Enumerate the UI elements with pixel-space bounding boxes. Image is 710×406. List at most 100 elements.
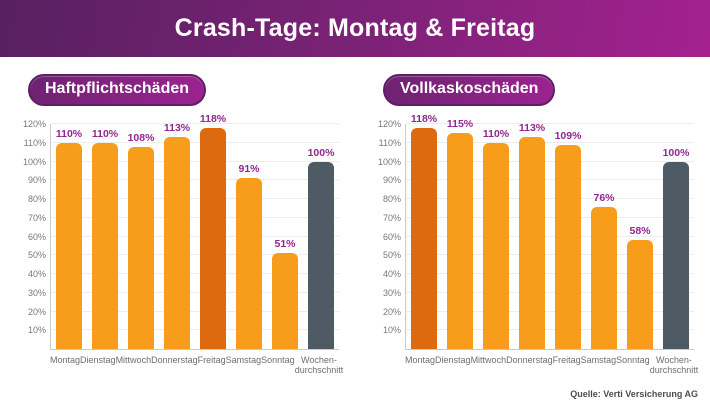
y-axis-tick-label: 40% xyxy=(382,269,401,279)
x-axis-tick-label: Montag xyxy=(405,355,436,365)
x-axis-tick-label: Freitag xyxy=(552,355,581,365)
plot-area: 10% 20% 30% 40% 50% 60% 70% 80% 90% 100% 110% 120% 1… xyxy=(378,113,694,350)
gridline xyxy=(51,123,339,124)
x-axis-tick-label: Samstag xyxy=(225,355,262,365)
bar-montag xyxy=(56,142,82,349)
gridline xyxy=(406,198,694,199)
bar-value-label: 51% xyxy=(274,238,296,251)
bar-samstag xyxy=(591,206,617,349)
bar-value-label: 110% xyxy=(55,127,83,140)
bar-slot: 115% xyxy=(442,118,478,349)
y-axis-tick-label: 120% xyxy=(22,119,46,129)
y-axis-tick-label: 10% xyxy=(382,325,401,336)
y-axis-tick-label: 50% xyxy=(27,250,46,261)
bar-wochendurchschnitt xyxy=(663,161,689,349)
gridline xyxy=(406,329,694,331)
x-axis-tick-label: Montag xyxy=(50,355,81,365)
gridline xyxy=(51,160,339,162)
x-axis-tick-label: Mittwoch xyxy=(115,355,152,365)
bar-slot: 110% xyxy=(51,124,87,349)
bar-slot: 113% xyxy=(514,122,550,349)
bar-slot: 109% xyxy=(550,124,586,349)
bar-slot: 118% xyxy=(195,113,231,349)
x-axis-tick-label: Dienstag xyxy=(435,355,471,365)
y-axis-tick-label: 20% xyxy=(27,306,46,317)
y-axis-tick-label: 120% xyxy=(377,119,401,129)
y-axis-tick-label: 100% xyxy=(377,156,401,167)
bar-slot: 110% xyxy=(87,124,123,349)
chart-title-badge-haftpflicht: Haftpflichtschäden xyxy=(28,74,207,106)
bar-dienstag xyxy=(92,142,118,349)
gridline xyxy=(51,254,339,256)
gridline xyxy=(51,291,339,293)
x-axis-tick-label: Dienstag xyxy=(80,355,116,365)
bar-mittwoch xyxy=(483,142,509,349)
x-axis-tick-label: Wochen- durchschnitt xyxy=(649,355,699,376)
y-axis-tick-label: 70% xyxy=(27,212,46,223)
x-axis-labels: Montag Dienstag Mittwoch Donnerstag Freitag S… xyxy=(405,355,698,376)
y-axis-tick-label: 10% xyxy=(27,325,46,336)
bar-value-label: 113% xyxy=(518,122,546,135)
gridline xyxy=(51,329,339,331)
bar-dienstag xyxy=(447,133,473,349)
chart-panel-vollkasko: Vollkaskoschäden 10% 20% 30% 40% 50% 60% 70% 80… xyxy=(369,74,700,376)
bar-value-label: 113% xyxy=(163,122,191,135)
gridline xyxy=(51,198,339,199)
gridline xyxy=(406,123,694,124)
gridline xyxy=(406,160,694,162)
bar-value-label: 109% xyxy=(554,129,582,142)
gridline xyxy=(51,310,339,312)
x-axis-tick-label: Sonntag xyxy=(261,355,295,365)
bar-montag xyxy=(411,127,437,349)
gridline xyxy=(406,273,694,274)
y-axis-tick-label: 40% xyxy=(27,269,46,279)
bar-slot: 58% xyxy=(622,124,658,349)
bar-value-label: 110% xyxy=(91,127,119,140)
y-axis-tick-label: 60% xyxy=(382,231,401,242)
page-title: Crash-Tage: Montag & Freitag xyxy=(174,14,536,42)
gridline xyxy=(51,179,339,181)
gridline xyxy=(406,291,694,293)
bar-slot: 91% xyxy=(231,124,267,349)
plot-area: 10% 20% 30% 40% 50% 60% 70% 80% 90% 100% 110% 120% 1… xyxy=(23,113,339,350)
x-axis-tick-label: Donnerstag xyxy=(506,355,553,365)
bar-value-label: 58% xyxy=(629,225,651,238)
bar-slot: 100% xyxy=(658,124,694,349)
bar-value-label: 76% xyxy=(593,191,615,204)
source-caption: Quelle: Verti Versicherung AG xyxy=(570,389,698,399)
bar-mittwoch xyxy=(128,146,154,349)
bar-slot: 108% xyxy=(123,124,159,349)
bar-slot: 76% xyxy=(586,124,622,349)
gridline xyxy=(406,216,694,218)
bar-wochendurchschnitt xyxy=(308,161,334,349)
bar-sonntag xyxy=(627,240,653,349)
bar-slot: 51% xyxy=(267,124,303,349)
y-axis-tick-label: 70% xyxy=(382,212,401,223)
x-axis-labels: Montag Dienstag Mittwoch Donnerstag Freitag S… xyxy=(50,355,343,376)
y-axis-tick-label: 110% xyxy=(378,137,401,148)
y-axis-tick-label: 80% xyxy=(382,194,401,204)
gridline xyxy=(51,273,339,274)
bar-slot: 100% xyxy=(303,124,339,349)
x-axis-tick-label: Wochen- durchschnitt xyxy=(294,355,344,376)
gridline xyxy=(406,254,694,256)
gridline xyxy=(406,310,694,312)
bar-chart-haftpflicht: 10% 20% 30% 40% 50% 60% 70% 80% 90% 100% 110% 120% 1… xyxy=(23,113,343,376)
y-axis-tick-label: 100% xyxy=(22,156,46,167)
y-axis-tick-label: 30% xyxy=(382,287,401,298)
bar-slot: 118% xyxy=(406,113,442,349)
bar-freitag xyxy=(200,127,226,349)
bar-value-label: 100% xyxy=(662,146,690,159)
bar-value-label: 110% xyxy=(482,127,510,140)
y-axis-tick-label: 20% xyxy=(382,306,401,317)
y-axis-tick-label: 50% xyxy=(382,250,401,261)
x-axis-tick-label: Mittwoch xyxy=(470,355,507,365)
bar-donnerstag xyxy=(164,137,190,349)
charts-row: Haftpflichtschäden 10% 20% 30% 40% 50% 60% 70%… xyxy=(0,57,710,376)
bar-slot: 113% xyxy=(159,122,195,349)
bar-value-label: 118% xyxy=(410,112,438,125)
gridline xyxy=(51,235,339,237)
x-axis-tick-label: Donnerstag xyxy=(151,355,198,365)
gridline xyxy=(51,216,339,218)
